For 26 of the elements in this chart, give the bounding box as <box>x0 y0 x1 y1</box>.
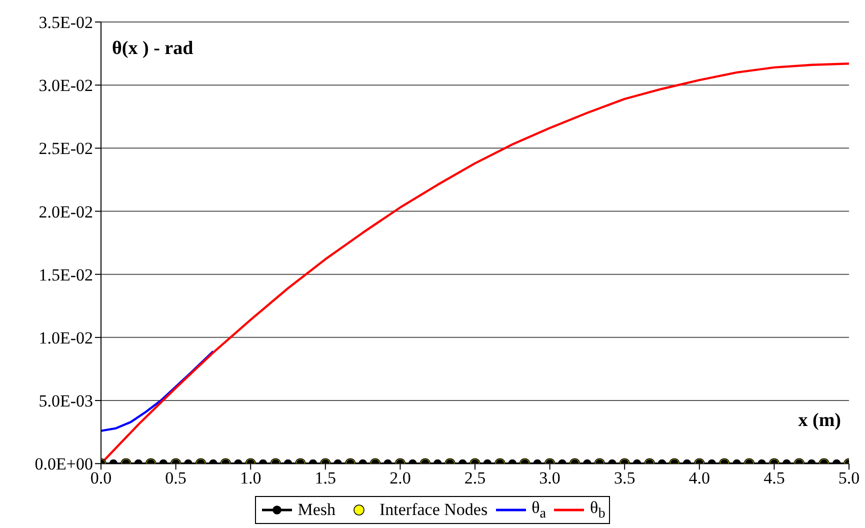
x-tick-label: 0.5 <box>165 468 186 488</box>
y-axis-title: θ(x ) - rad <box>112 38 194 60</box>
x-tick-label: 0.0 <box>90 468 112 488</box>
line-series <box>101 350 214 432</box>
x-tick-label: 4.0 <box>688 468 710 488</box>
x-tick-label: 2.5 <box>464 468 486 488</box>
y-tick-label: 1.5E-02 <box>38 265 93 284</box>
x-axis-title: x (m) <box>798 410 841 432</box>
legend-label: Mesh <box>298 500 336 520</box>
x-tick-label: 3.5 <box>614 468 636 488</box>
y-tick-label: 3.5E-02 <box>38 13 93 32</box>
y-tick-label: 5.0E-03 <box>38 392 93 411</box>
x-tick-label: 2.0 <box>390 468 411 488</box>
y-tick-label: 3.0E-02 <box>38 76 93 96</box>
y-tick-label: 1.0E-02 <box>38 328 93 348</box>
y-tick-label: 0.0E+00 <box>34 454 93 474</box>
x-tick-label: 5.0 <box>838 468 860 488</box>
legend-label: θ$_{a}$ <box>532 498 546 522</box>
y-tick-label: 2.5E-02 <box>38 139 93 158</box>
x-tick-label: 3.0 <box>539 468 560 488</box>
legend-label: Interface Nodes <box>380 500 488 520</box>
legend-label: θ$_{b}$ <box>590 498 606 522</box>
y-tick-label: 2.0E-02 <box>38 202 93 222</box>
x-tick-label: 1.5 <box>314 468 336 488</box>
x-tick-label: 1.0 <box>240 468 262 488</box>
x-tick-label: 4.5 <box>764 468 785 488</box>
